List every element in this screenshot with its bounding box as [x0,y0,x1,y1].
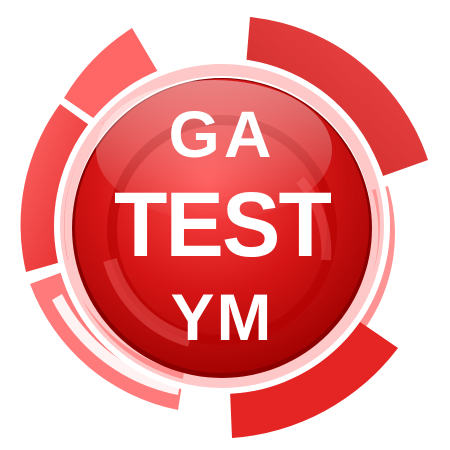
arc-segment-top-right [246,17,428,176]
badge-text-line1: GA [169,97,276,171]
reflection-arc-left [103,257,193,347]
outer-arc-ring [20,17,428,438]
badge-text-group: GA TEST YM [114,97,334,354]
gloss-highlight [96,80,332,220]
light-ring [60,64,384,388]
badge-text-line2: TEST [114,174,332,276]
reflection-arc-right [296,176,332,261]
arc-segment-bottom-right [230,322,398,438]
badge-text-line3: YM [171,280,274,354]
separator-ring [54,58,390,394]
arc-segment-top-left [64,28,158,124]
arc-segment-bottom-left-inner [52,294,180,395]
core-disk [72,78,372,378]
